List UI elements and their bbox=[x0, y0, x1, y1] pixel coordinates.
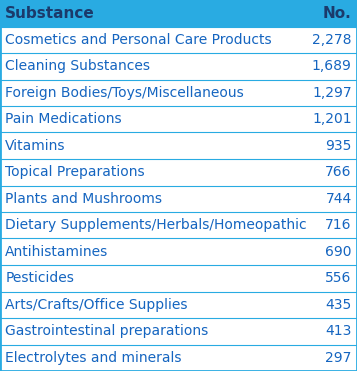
Bar bbox=[0, 159, 357, 186]
Text: Vitamins: Vitamins bbox=[5, 139, 66, 153]
Text: Pesticides: Pesticides bbox=[5, 271, 74, 285]
Text: 1,689: 1,689 bbox=[312, 59, 352, 73]
Text: Arts/Crafts/Office Supplies: Arts/Crafts/Office Supplies bbox=[5, 298, 188, 312]
Text: 1,297: 1,297 bbox=[312, 86, 352, 100]
Bar bbox=[0, 265, 357, 292]
Text: 690: 690 bbox=[325, 245, 352, 259]
Bar bbox=[0, 212, 357, 239]
Text: Topical Preparations: Topical Preparations bbox=[5, 165, 145, 179]
Bar bbox=[0, 186, 357, 212]
Bar bbox=[0, 292, 357, 318]
Text: Substance: Substance bbox=[5, 6, 95, 21]
Text: Foreign Bodies/Toys/Miscellaneous: Foreign Bodies/Toys/Miscellaneous bbox=[5, 86, 244, 100]
Bar bbox=[0, 106, 357, 132]
Text: Dietary Supplements/Herbals/Homeopathic: Dietary Supplements/Herbals/Homeopathic bbox=[5, 218, 307, 232]
Text: Gastrointestinal preparations: Gastrointestinal preparations bbox=[5, 324, 208, 338]
Text: Pain Medications: Pain Medications bbox=[5, 112, 122, 126]
Bar bbox=[0, 26, 357, 53]
Text: Plants and Mushrooms: Plants and Mushrooms bbox=[5, 192, 162, 206]
Text: 1,201: 1,201 bbox=[312, 112, 352, 126]
Text: 413: 413 bbox=[325, 324, 352, 338]
Bar bbox=[0, 79, 357, 106]
Bar bbox=[0, 0, 357, 26]
Text: 435: 435 bbox=[325, 298, 352, 312]
Text: Electrolytes and minerals: Electrolytes and minerals bbox=[5, 351, 182, 365]
Text: 766: 766 bbox=[325, 165, 352, 179]
Bar bbox=[0, 345, 357, 371]
Text: No.: No. bbox=[323, 6, 352, 21]
Text: Cosmetics and Personal Care Products: Cosmetics and Personal Care Products bbox=[5, 33, 272, 47]
Bar bbox=[0, 53, 357, 79]
Text: 744: 744 bbox=[325, 192, 352, 206]
Bar bbox=[0, 132, 357, 159]
Text: 2,278: 2,278 bbox=[312, 33, 352, 47]
Text: 297: 297 bbox=[325, 351, 352, 365]
Text: 716: 716 bbox=[325, 218, 352, 232]
Bar bbox=[0, 239, 357, 265]
Text: 935: 935 bbox=[325, 139, 352, 153]
Text: 556: 556 bbox=[325, 271, 352, 285]
Text: Cleaning Substances: Cleaning Substances bbox=[5, 59, 150, 73]
Bar bbox=[0, 318, 357, 345]
Text: Antihistamines: Antihistamines bbox=[5, 245, 109, 259]
